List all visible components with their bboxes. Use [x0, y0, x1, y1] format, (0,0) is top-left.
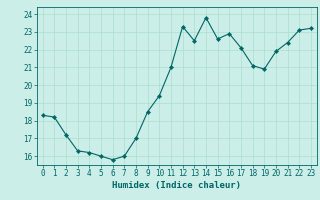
X-axis label: Humidex (Indice chaleur): Humidex (Indice chaleur)	[112, 181, 241, 190]
